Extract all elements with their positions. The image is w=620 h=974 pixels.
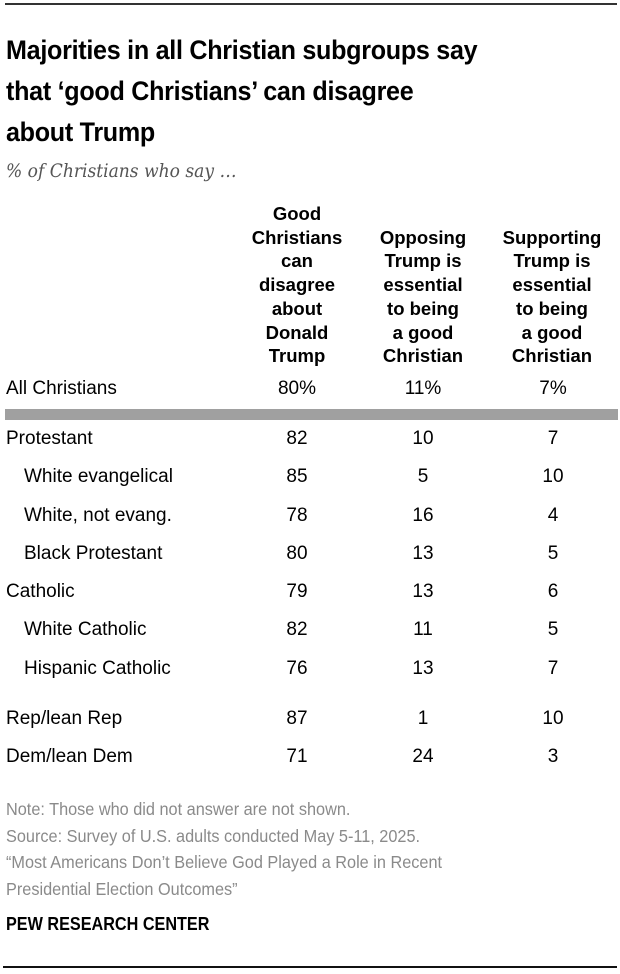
title-line: about Trump [6,117,155,147]
column-header-line: disagree [258,274,336,296]
brand-logo-text: PEW RESEARCH CENTER [6,914,210,934]
cell-value: 7 [547,658,559,679]
cell-value: 82 [286,428,308,449]
column-header-line: Trump is [384,250,462,272]
column-header-line: a good [521,321,583,343]
row-label: Black Protestant [24,543,163,564]
cell-value: 80 [286,543,308,564]
column-header-line: Christian [382,345,464,367]
column-header-line: Christians [251,226,343,248]
cell-value: 71 [286,746,308,767]
cell-value: 11% [404,378,442,399]
cell-value: 10 [412,428,434,449]
cell-value: 10 [542,708,564,729]
cell-value: 5 [547,543,559,564]
cell-value: 13 [412,581,434,602]
title-line: that ‘good Christians’ can disagree [6,76,414,106]
cell-value: 6 [547,581,559,602]
column-header-line: to being [516,297,588,319]
row-label: White, not evang. [24,505,172,526]
cell-value: 3 [547,746,559,767]
row-label: Hispanic Catholic [24,658,171,679]
column-header-line: to being [387,297,459,319]
chart-subtitle: % of Christians who say … [6,160,237,182]
cell-value: 78 [286,505,308,526]
column-header-line: Christian [511,345,593,367]
separator-bar [5,409,618,420]
column-header-disagree: Good Christians can disagree about Donald Trum… [232,203,362,368]
table-row: Rep/lean Rep 87 1 10 [0,708,620,738]
column-header-line: can [281,250,313,272]
report-title-line: “Most Americans Don’t Believe God Played… [6,852,443,872]
cell-value: 79 [286,581,308,602]
chart-title: Majorities in all Christian subgroups sa… [6,30,573,153]
cell-value: 1 [417,708,429,729]
title-line: Majorities in all Christian subgroups sa… [6,35,478,65]
cell-value: 10 [542,466,564,487]
column-header-line: about [271,297,323,319]
column-header-line: Trump [268,345,326,367]
notes: Note: Those who did not answer are not s… [6,796,442,902]
cell-value: 7% [539,378,567,399]
row-label: Protestant [6,428,93,449]
table-row: White, not evang. 78 16 4 [0,505,620,535]
cell-value: 85 [286,466,308,487]
column-header-line: essential [383,274,463,296]
cell-value: 80% [277,378,317,399]
row-label: White evangelical [24,466,173,487]
bottom-rule [3,966,617,968]
table-row: White evangelical 85 5 10 [0,466,620,496]
column-header-line: Good [272,203,322,225]
column-header-line: essential [512,274,592,296]
row-label: White Catholic [24,619,147,640]
cell-value: 87 [286,708,308,729]
cell-value: 24 [412,746,434,767]
column-header-line: a good [392,321,454,343]
source-line: Source: Survey of U.S. adults conducted … [6,825,421,846]
cell-value: 13 [412,543,434,564]
row-label: Catholic [6,581,75,602]
column-header-line: Opposing [379,226,467,248]
cell-value: 16 [412,505,434,526]
column-header-line: Donald [265,321,329,343]
cell-value: 4 [547,505,559,526]
note-line: Note: Those who did not answer are not s… [6,799,351,819]
table-row: Dem/lean Dem 71 24 3 [0,746,620,776]
table-row: All Christians 80% 11% 7% [0,378,620,408]
cell-value: 13 [412,658,434,679]
top-rule [5,3,617,5]
row-label: All Christians [6,378,117,399]
table-row: Black Protestant 80 13 5 [0,543,620,573]
column-header-opposing: Opposing Trump is essential to being a good C… [362,204,484,368]
cell-value: 11 [413,619,433,640]
table-row: Protestant 82 10 7 [0,428,620,458]
column-header-line: Supporting [502,226,602,248]
cell-value: 5 [417,466,429,487]
cell-value: 7 [547,428,559,449]
report-title-line: Presidential Election Outcomes” [6,878,238,899]
cell-value: 5 [547,619,559,640]
table-row: White Catholic 82 11 5 [0,619,620,649]
row-label: Dem/lean Dem [6,746,133,767]
column-header-supporting: Supporting Trump is essential to being a goo… [484,204,620,368]
cell-value: 82 [286,619,308,640]
table-row: Hispanic Catholic 76 13 7 [0,658,620,688]
column-header-line: Trump is [513,250,591,272]
cell-value: 76 [286,658,308,679]
row-label: Rep/lean Rep [6,708,123,729]
table-row: Catholic 79 13 6 [0,581,620,611]
